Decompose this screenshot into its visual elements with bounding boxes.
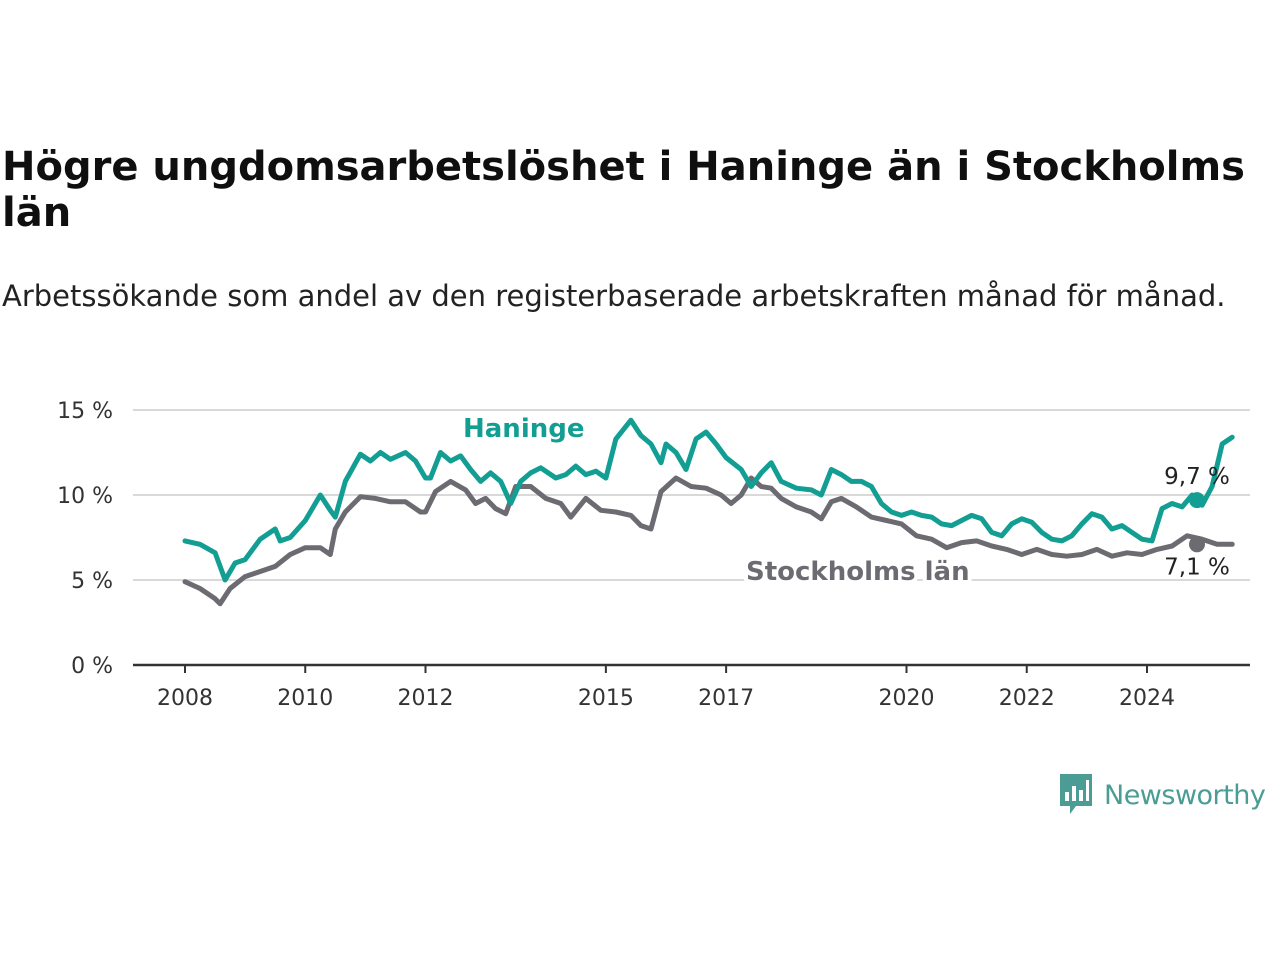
x-tick-label: 2010 bbox=[277, 686, 333, 711]
series-line-stockholm bbox=[182, 475, 1235, 607]
y-tick-label: 5 % bbox=[71, 569, 113, 594]
end-value-label: 7,1 % bbox=[1164, 554, 1230, 580]
series-name-halo: Stockholms län bbox=[746, 557, 970, 587]
series-name-label: Haninge bbox=[463, 414, 584, 444]
x-tick-label: 2020 bbox=[879, 686, 935, 711]
x-axis-ticks: 2008 2010 2012 2015 2017 2020 2022 2024 bbox=[157, 665, 1175, 711]
end-point-marker bbox=[1189, 492, 1205, 509]
y-tick-label: 0 % bbox=[71, 654, 113, 679]
x-tick-label: 2012 bbox=[398, 686, 454, 711]
brand-name: Newsworthy bbox=[1104, 779, 1266, 811]
y-tick-label: 15 % bbox=[57, 399, 113, 424]
series-lines bbox=[182, 417, 1235, 607]
chart-title: Högre ungdomsarbetslöshet i Haninge än i… bbox=[2, 144, 1245, 236]
series-line-haninge bbox=[182, 417, 1235, 583]
y-axis-ticks: 0 % 5 % 10 % 15 % bbox=[57, 399, 113, 679]
chart-subtitle: Arbetssökande som andel av den registerb… bbox=[2, 279, 1226, 313]
end-point-marker bbox=[1189, 536, 1205, 553]
x-tick-label: 2015 bbox=[578, 686, 634, 711]
x-tick-label: 2017 bbox=[698, 686, 754, 711]
series-name-halo: Haninge bbox=[463, 414, 584, 444]
line-chart: 0 %5 %10 %15 % 2008 2010 2012 2015 2017 2020 2… bbox=[57, 399, 1250, 711]
y-tick-label: 10 % bbox=[57, 484, 113, 509]
newsworthy-logo: Newsworthy bbox=[1058, 772, 1266, 818]
x-tick-label: 2022 bbox=[999, 686, 1055, 711]
end-value-label: 9,7 % bbox=[1164, 464, 1230, 490]
x-tick-label: 2024 bbox=[1119, 686, 1175, 711]
bar-chart-icon bbox=[1060, 774, 1092, 814]
series-name-label: Stockholms län bbox=[746, 557, 970, 587]
x-tick-label: 2008 bbox=[157, 686, 213, 711]
